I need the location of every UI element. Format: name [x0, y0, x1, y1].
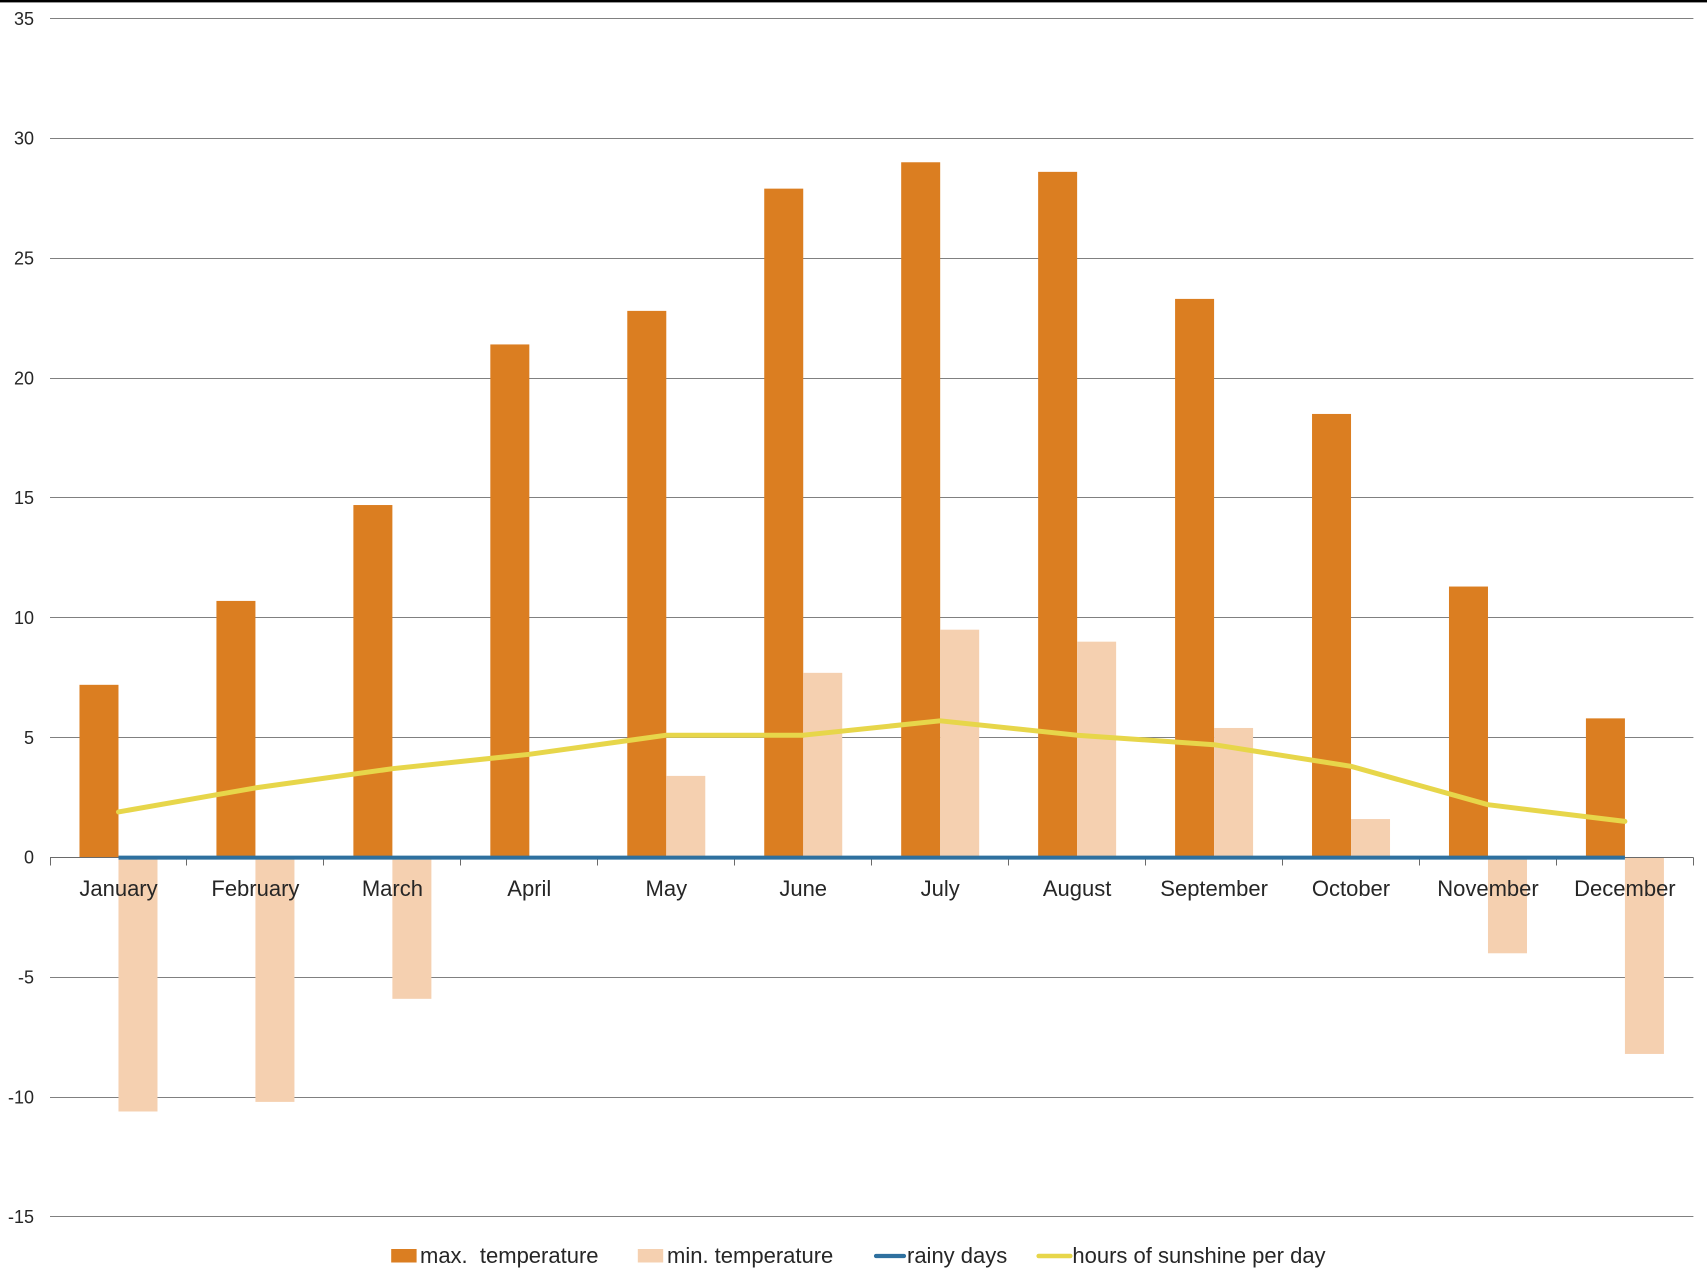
svg-text:March: March — [362, 876, 423, 901]
svg-text:-10: -10 — [8, 1087, 34, 1107]
svg-text:August: August — [1043, 876, 1112, 901]
svg-text:25: 25 — [14, 248, 34, 268]
svg-text:15: 15 — [14, 488, 34, 508]
svg-text:December: December — [1574, 876, 1675, 901]
svg-text:November: November — [1437, 876, 1538, 901]
svg-text:June: June — [779, 876, 827, 901]
svg-text:20: 20 — [14, 368, 34, 388]
svg-text:-5: -5 — [18, 968, 34, 988]
svg-text:0: 0 — [24, 848, 34, 868]
svg-text:April: April — [507, 876, 551, 901]
svg-text:hours of sunshine per day: hours of sunshine per day — [1072, 1243, 1325, 1268]
svg-text:October: October — [1312, 876, 1390, 901]
svg-text:min. temperature: min. temperature — [667, 1243, 833, 1268]
svg-text:February: February — [211, 876, 299, 901]
svg-text:January: January — [79, 876, 157, 901]
svg-text:May: May — [646, 876, 688, 901]
svg-text:July: July — [921, 876, 960, 901]
svg-text:35: 35 — [14, 9, 34, 29]
svg-text:-15: -15 — [8, 1207, 34, 1227]
svg-text:30: 30 — [14, 129, 34, 149]
svg-text:10: 10 — [14, 608, 34, 628]
svg-text:rainy days: rainy days — [907, 1243, 1007, 1268]
svg-text:5: 5 — [24, 728, 34, 748]
svg-text:September: September — [1160, 876, 1268, 901]
svg-text:max. temperature: max. temperature — [420, 1243, 599, 1268]
